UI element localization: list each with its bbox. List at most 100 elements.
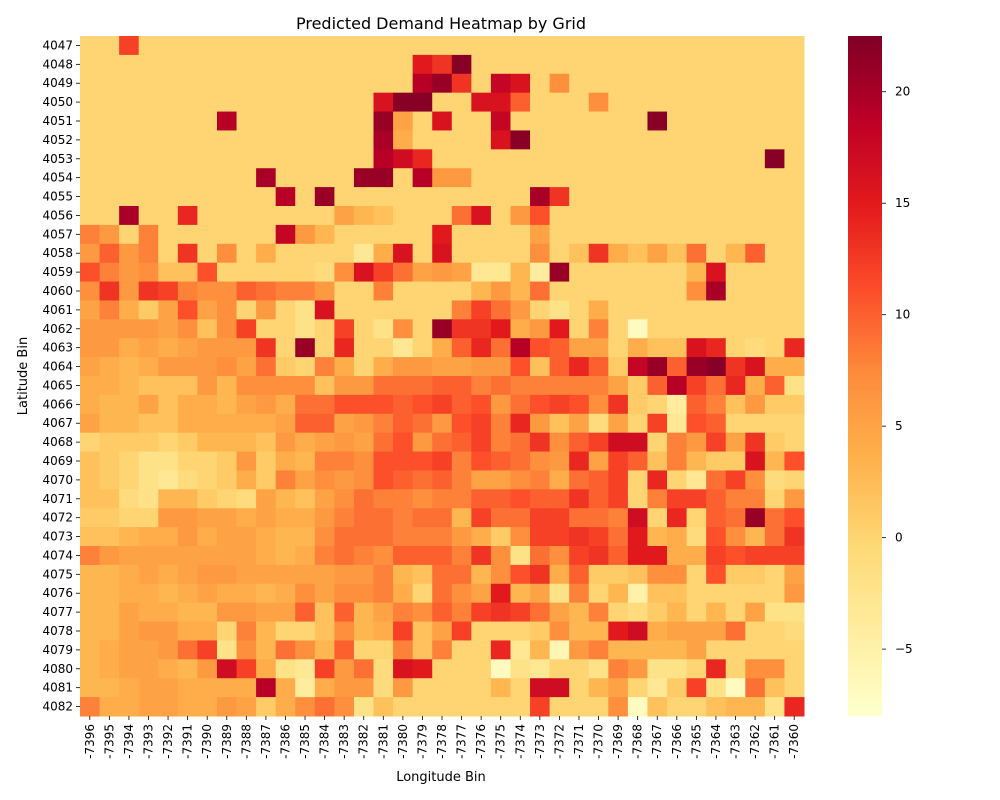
heatmap-cell bbox=[373, 394, 394, 415]
heatmap-cell bbox=[295, 111, 316, 131]
heatmap-cell bbox=[588, 73, 609, 94]
y-tick-label: 4065 bbox=[42, 378, 73, 392]
heatmap-cell bbox=[138, 602, 159, 623]
heatmap-cell bbox=[314, 376, 335, 396]
heatmap-cell bbox=[490, 54, 511, 75]
heatmap-cell bbox=[627, 262, 648, 283]
x-tick-label: -7361 bbox=[768, 724, 782, 759]
heatmap-cell bbox=[197, 602, 218, 623]
heatmap-cell bbox=[334, 621, 355, 641]
heatmap-cell bbox=[686, 659, 707, 679]
heatmap-cell bbox=[490, 357, 511, 377]
heatmap-cell bbox=[588, 640, 609, 660]
heatmap-cell bbox=[393, 659, 414, 679]
x-tick-label: -7360 bbox=[787, 724, 801, 759]
heatmap-cell bbox=[608, 206, 629, 226]
heatmap-cell bbox=[549, 262, 570, 283]
heatmap-cell bbox=[216, 206, 238, 226]
heatmap-cell bbox=[334, 564, 355, 585]
heatmap-cell bbox=[686, 168, 707, 188]
heatmap-cell bbox=[80, 508, 101, 528]
heatmap-cell bbox=[667, 564, 688, 585]
heatmap-cell bbox=[451, 602, 472, 623]
heatmap-cell bbox=[119, 564, 140, 585]
heatmap-cell bbox=[314, 659, 335, 679]
x-axis-label: Longitude Bin bbox=[396, 770, 486, 785]
heatmap-cell bbox=[99, 508, 120, 528]
heatmap-cell bbox=[256, 432, 277, 453]
y-tick-label: 4074 bbox=[42, 548, 73, 562]
heatmap-cell bbox=[569, 206, 590, 226]
y-tick-label: 4049 bbox=[42, 76, 73, 90]
heatmap-cell bbox=[216, 130, 238, 150]
heatmap-cell bbox=[490, 678, 511, 698]
heatmap-cell bbox=[119, 508, 140, 528]
heatmap-cell bbox=[138, 451, 159, 471]
heatmap-cell bbox=[510, 546, 531, 566]
heatmap-cell bbox=[686, 338, 707, 358]
x-tick-label: -7375 bbox=[494, 724, 508, 759]
heatmap-cell bbox=[490, 319, 511, 339]
heatmap-cell bbox=[373, 621, 394, 641]
heatmap-cell bbox=[236, 111, 257, 131]
heatmap-cell bbox=[608, 36, 629, 56]
heatmap-cell bbox=[706, 527, 727, 547]
heatmap-cell bbox=[432, 697, 453, 717]
heatmap-cell bbox=[784, 36, 805, 56]
heatmap-cell bbox=[490, 92, 511, 113]
heatmap-cell bbox=[412, 206, 433, 226]
heatmap-cell bbox=[451, 564, 472, 585]
heatmap-cell bbox=[745, 432, 766, 453]
heatmap-cell bbox=[627, 73, 648, 94]
heatmap-cell bbox=[138, 678, 159, 698]
heatmap-cell bbox=[80, 546, 101, 566]
heatmap-cell bbox=[608, 432, 629, 453]
heatmap-cell bbox=[256, 130, 277, 150]
heatmap-cell bbox=[334, 432, 355, 453]
heatmap-cell bbox=[745, 206, 766, 226]
heatmap-cell bbox=[432, 357, 453, 377]
heatmap-cell bbox=[471, 262, 492, 283]
heatmap-cell bbox=[530, 432, 551, 453]
heatmap-cell bbox=[353, 281, 375, 301]
heatmap-cell bbox=[177, 224, 198, 245]
heatmap-cell bbox=[158, 489, 179, 509]
heatmap-cell bbox=[588, 564, 609, 585]
heatmap-cell bbox=[686, 546, 707, 566]
heatmap-cell bbox=[451, 678, 472, 698]
heatmap-cell bbox=[784, 451, 805, 471]
heatmap-cell bbox=[373, 224, 394, 245]
heatmap-cell bbox=[275, 92, 296, 113]
heatmap-cell bbox=[119, 300, 140, 320]
heatmap-cell bbox=[608, 149, 629, 169]
heatmap-cell bbox=[686, 130, 707, 150]
heatmap-cell bbox=[549, 451, 570, 471]
heatmap-cell bbox=[764, 206, 785, 226]
heatmap-cell bbox=[197, 621, 218, 641]
heatmap-cell bbox=[119, 583, 140, 604]
heatmap-cell bbox=[216, 489, 238, 509]
heatmap-cell bbox=[373, 527, 394, 547]
heatmap-cell bbox=[373, 243, 394, 264]
heatmap-cell bbox=[647, 470, 668, 490]
heatmap-cell bbox=[236, 149, 257, 169]
heatmap-cell bbox=[158, 338, 179, 358]
heatmap-cell bbox=[784, 564, 805, 585]
heatmap-cell bbox=[314, 640, 335, 660]
heatmap-cell bbox=[314, 508, 335, 528]
heatmap-cell bbox=[138, 376, 159, 396]
heatmap-cell bbox=[451, 376, 472, 396]
heatmap-cell bbox=[119, 697, 140, 717]
heatmap-cell bbox=[216, 36, 238, 56]
heatmap-cell bbox=[627, 697, 648, 717]
heatmap-cell bbox=[314, 262, 335, 283]
heatmap-cell bbox=[608, 187, 629, 207]
heatmap-cell bbox=[647, 54, 668, 75]
heatmap-cell bbox=[490, 659, 511, 679]
heatmap-cell bbox=[158, 149, 179, 169]
heatmap-cell bbox=[588, 54, 609, 75]
heatmap-cell bbox=[80, 54, 101, 75]
heatmap-cell bbox=[353, 36, 375, 56]
heatmap-cell bbox=[197, 659, 218, 679]
heatmap-cell bbox=[764, 489, 785, 509]
